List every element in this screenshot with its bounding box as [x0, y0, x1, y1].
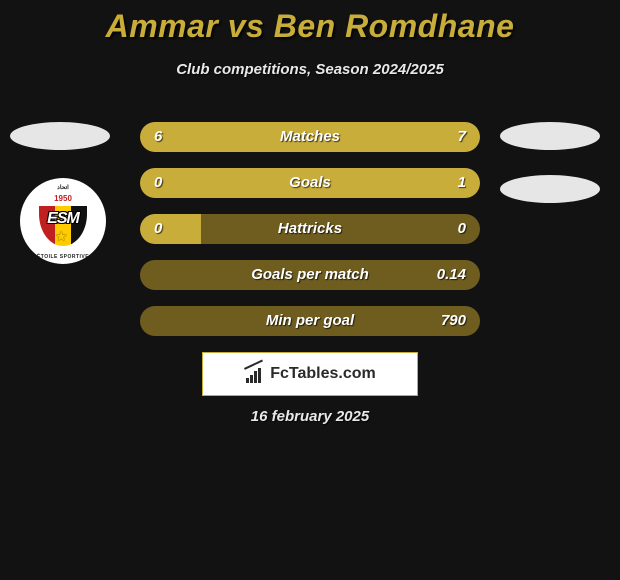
crest-shield: ESM ★: [39, 206, 87, 250]
player2-club-placeholder: [500, 175, 600, 203]
stat-bar: 00Hattricks: [140, 214, 480, 244]
crest-star-icon: ★: [55, 228, 68, 245]
page-title: Ammar vs Ben Romdhane: [0, 0, 620, 45]
stat-bar: 0.14Goals per match: [140, 260, 480, 290]
bar-label: Hattricks: [140, 214, 480, 244]
player2-photo-placeholder: [500, 122, 600, 150]
chart-icon: [244, 365, 264, 383]
crest-year: 1950: [54, 194, 72, 203]
stats-bars: 67Matches 01Goals 00Hattricks 0.14Goals per…: [140, 122, 480, 352]
player1-club-crest: اتحاد 1950 ESM ★ ÉTOILE SPORTIVE: [20, 178, 106, 264]
bar-label: Matches: [140, 122, 480, 152]
stat-bar: 01Goals: [140, 168, 480, 198]
crest-top-text: اتحاد: [57, 184, 69, 191]
crest-initials: ESM: [39, 210, 87, 228]
bar-label: Goals: [140, 168, 480, 198]
crest-bottom-text: ÉTOILE SPORTIVE: [37, 254, 89, 260]
brand-text: FcTables.com: [270, 365, 376, 383]
bar-label: Min per goal: [140, 306, 480, 336]
stat-bar: 67Matches: [140, 122, 480, 152]
date-label: 16 february 2025: [0, 408, 620, 425]
stat-bar: 790Min per goal: [140, 306, 480, 336]
subtitle: Club competitions, Season 2024/2025: [0, 61, 620, 78]
player1-photo-placeholder: [10, 122, 110, 150]
brand-box[interactable]: FcTables.com: [202, 352, 418, 396]
bar-label: Goals per match: [140, 260, 480, 290]
